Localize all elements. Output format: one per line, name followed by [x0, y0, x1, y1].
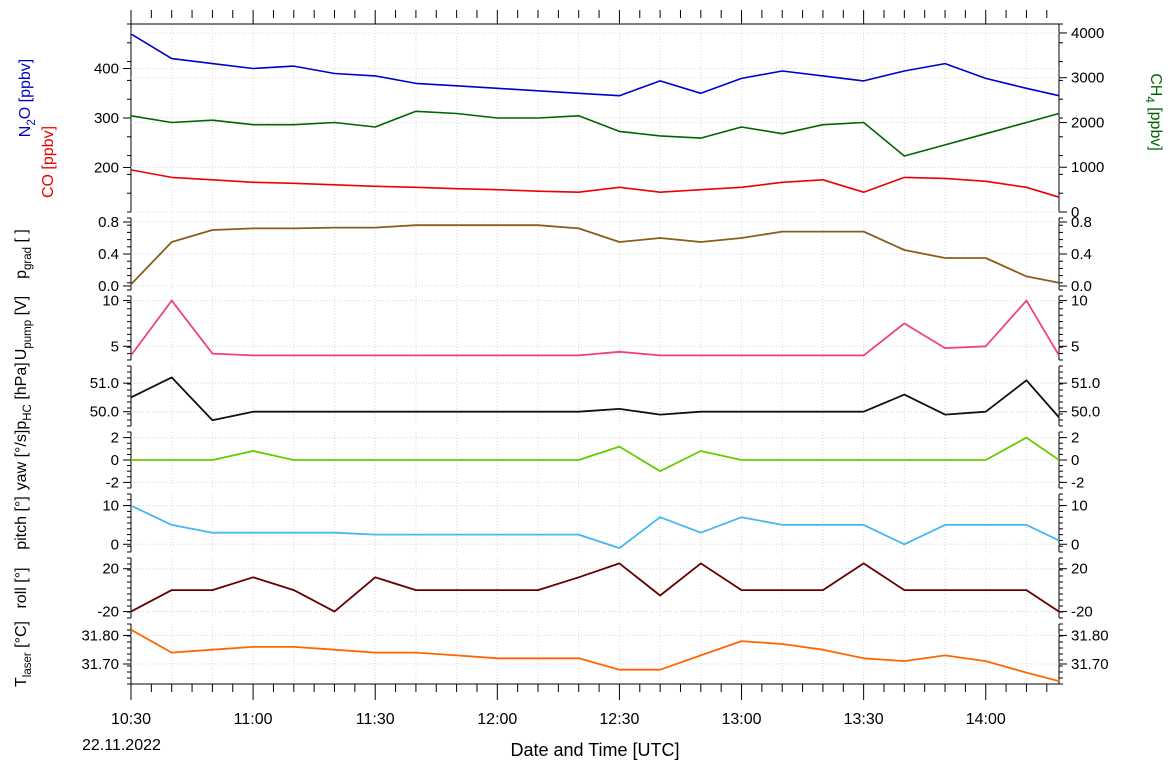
- co-axis-label: CO [ppbv]: [40, 126, 57, 198]
- series-yaw: [131, 436, 1060, 473]
- roll-left-tick-label: -20: [97, 604, 119, 621]
- tlaser-left-tick-label: 31.80: [81, 627, 119, 644]
- yaw-right-tick-label: 0: [1071, 452, 1079, 469]
- series-pgrad: [130, 224, 1060, 286]
- series-ch4: [130, 110, 1060, 157]
- pitch-axis-label: pitch [°]: [13, 496, 30, 550]
- x-tick-label: 13:30: [844, 711, 884, 728]
- phc-left-tick-label: 51.0: [90, 375, 119, 392]
- gas-right-tick-label: 3000: [1071, 70, 1104, 87]
- yaw-left-tick-label: 2: [111, 430, 119, 447]
- phc-axis-label: pHC [hPa]: [13, 362, 34, 429]
- gas-left-tick-label: 200: [94, 159, 119, 176]
- yaw-left-tick-label: -2: [106, 474, 119, 491]
- x-tick-label: 13:00: [722, 711, 762, 728]
- upump-right-tick-label: 5: [1071, 338, 1079, 355]
- roll-left-tick-label: 20: [102, 561, 119, 578]
- series-n2o: [130, 33, 1060, 97]
- x-tick-label: 10:30: [111, 711, 151, 728]
- pgrad-left-tick-label: 0.0: [98, 278, 119, 295]
- series-pitch: [130, 504, 1060, 549]
- yaw-left-tick-label: 0: [111, 452, 119, 469]
- x-tick-label: 11:30: [356, 711, 395, 728]
- upump-right-tick-label: 10: [1071, 293, 1088, 310]
- n2o-axis-label: N2O [ppbv]: [17, 59, 38, 137]
- tlaser-right-tick-label: 31.70: [1071, 656, 1109, 673]
- gas-right-tick-label: 2000: [1071, 114, 1104, 131]
- x-tick-label: 12:00: [477, 711, 517, 728]
- yaw-right-tick-label: -2: [1071, 474, 1084, 491]
- series-co: [130, 169, 1060, 198]
- gas-right-tick-label: 1000: [1071, 159, 1104, 176]
- yaw-right-tick-label: 2: [1071, 430, 1079, 447]
- roll-right-tick-label: 20: [1071, 561, 1088, 578]
- series-upump: [130, 299, 1060, 357]
- x-tick-label: 14:00: [966, 711, 1006, 728]
- phc-right-tick-label: 50.0: [1071, 404, 1100, 421]
- pgrad-left-tick-label: 0.8: [98, 214, 119, 231]
- pgrad-axis-label: pgrad [ ]: [13, 229, 34, 279]
- gas-left-tick-label: 300: [94, 110, 119, 127]
- pgrad-right-tick-label: 0.8: [1071, 214, 1092, 231]
- x-tick-label: 11:00: [234, 711, 273, 728]
- x-tick-label: 12:30: [599, 711, 639, 728]
- ch4-axis-label: CH4 [ppbv]: [1143, 73, 1164, 151]
- pgrad-left-tick-label: 0.4: [98, 246, 119, 263]
- pitch-left-tick-label: 10: [102, 498, 119, 515]
- pgrad-right-tick-label: 0.0: [1071, 278, 1092, 295]
- pgrad-right-tick-label: 0.4: [1071, 246, 1092, 263]
- roll-axis-label: roll [°]: [13, 567, 30, 608]
- pitch-left-tick-label: 0: [111, 536, 119, 553]
- phc-right-tick-label: 51.0: [1071, 375, 1100, 392]
- gas-right-tick-label: 4000: [1071, 25, 1104, 42]
- tlaser-right-tick-label: 31.80: [1071, 627, 1109, 644]
- yaw-axis-label: yaw [°/s]: [13, 430, 30, 491]
- pitch-right-tick-label: 0: [1071, 536, 1079, 553]
- upump-axis-label: Upump [V]: [13, 296, 34, 360]
- gas-left-tick-label: 400: [94, 61, 119, 78]
- gas-right-tick-label: 0: [1071, 204, 1079, 221]
- series-roll: [130, 562, 1060, 613]
- series-phc: [130, 376, 1060, 422]
- tlaser-left-tick-label: 31.70: [81, 656, 119, 673]
- series-tlaser: [130, 628, 1060, 682]
- upump-left-tick-label: 10: [102, 293, 119, 310]
- x-axis-title: Date and Time [UTC]: [510, 740, 679, 760]
- tlaser-axis-label: Tlaser [°C]: [13, 621, 34, 687]
- date-label: 22.11.2022: [82, 737, 161, 754]
- phc-left-tick-label: 50.0: [90, 404, 119, 421]
- roll-right-tick-label: -20: [1071, 604, 1093, 621]
- pitch-right-tick-label: 10: [1071, 498, 1088, 515]
- upump-left-tick-label: 5: [111, 338, 119, 355]
